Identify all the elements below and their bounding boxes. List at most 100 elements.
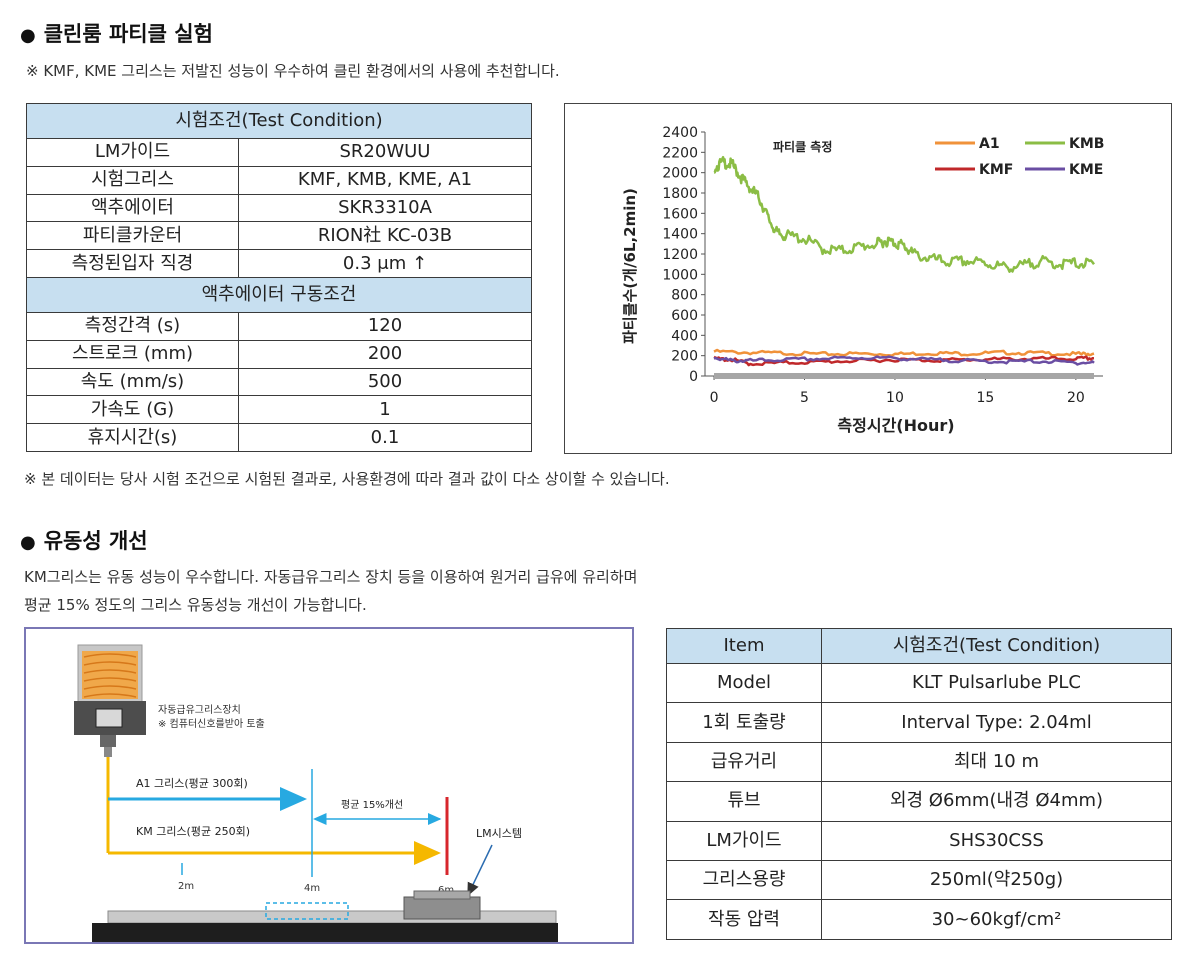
chart-x-axis-label: 측정시간(Hour) (837, 416, 954, 435)
particle-chart-svg: 0200400600800100012001400160018002000220… (621, 125, 1104, 435)
y-tick-label: 2200 (662, 145, 698, 161)
table-row: 1회 토출량 Interval Type: 2.04ml (666, 702, 1172, 743)
km-grease-label: KM 그리스(평균 250회) (136, 825, 250, 838)
x-tick-label: 5 (800, 390, 809, 406)
cell-label: 시험그리스 (26, 165, 239, 195)
section-flow-title: ● 유동성 개선 (20, 529, 148, 553)
y-tick-label: 0 (689, 369, 698, 385)
particle-chart: 0 200 400 600 800 1000 1200 1400 1600 1800 2000 220… (564, 103, 1172, 454)
cell-label: 액추에이터 (26, 193, 239, 223)
table-row: 측정간격 (s) 120 (26, 311, 532, 341)
y-tick-label: 200 (671, 349, 698, 365)
cell-value: 200 (238, 339, 532, 369)
cell-label: 그리스용량 (666, 859, 822, 901)
cell-value: KLT Pulsarlube PLC (821, 662, 1172, 704)
table-row: 측정된입자 직경 0.3 μm ↑ (26, 249, 532, 278)
section-particle-title: ● 클린룸 파티클 실험 (20, 22, 213, 46)
y-tick-label: 2400 (662, 125, 698, 141)
cell-label: 작동 압력 (666, 899, 822, 940)
device-note: ※ 컴퓨터신호를받아 토출 (158, 718, 265, 730)
table-row: 가속도 (G) 1 (26, 395, 532, 425)
table-header-condition: 시험조건(Test Condition) (821, 628, 1172, 664)
table-row: 스트로크 (mm) 200 (26, 339, 532, 369)
lm-rail-icon (92, 890, 558, 942)
cell-value: 1 (238, 395, 532, 425)
series-line-kmf (713, 355, 1095, 367)
table-header-item: Item (666, 628, 822, 664)
legend-label: KME (1069, 162, 1103, 178)
cell-value: 250ml(약250g) (821, 859, 1172, 901)
section-particle-description: ※ KMF, KME 그리스는 저발진 성능이 우수하여 클린 환경에서의 사용… (26, 62, 560, 80)
y-tick-label: 1600 (662, 206, 698, 222)
cell-value: 최대 10 m (821, 741, 1172, 783)
table-row: 작동 압력 30~60kgf/cm² (666, 899, 1172, 940)
table-row: Model KLT Pulsarlube PLC (666, 662, 1172, 704)
cell-value: SHS30CSS (821, 820, 1172, 861)
cell-label: LM가이드 (666, 820, 822, 861)
legend-label: KMB (1069, 136, 1104, 152)
cell-label: 측정간격 (s) (26, 311, 239, 341)
lubricator-device-icon (74, 644, 146, 757)
test-condition-table: 시험조건(Test Condition) LM가이드 SR20WUU 시험그리스 K… (26, 103, 532, 452)
cell-value: 0.1 (238, 423, 532, 452)
cell-label: 측정된입자 직경 (26, 249, 239, 278)
bullet-icon: ● (20, 532, 36, 553)
y-tick-label: 600 (671, 308, 698, 324)
table-header: 시험조건(Test Condition) (26, 103, 532, 139)
cell-value: SR20WUU (238, 138, 532, 167)
series-line-kme (713, 355, 1095, 366)
improvement-label: 평균 15%개선 (341, 799, 403, 811)
cell-value: 500 (238, 367, 532, 397)
y-tick-label: 1000 (662, 267, 698, 283)
cell-label: Model (666, 662, 822, 704)
table-row: LM가이드 SHS30CSS (666, 820, 1172, 861)
table-row: 파티클카운터 RION社 KC-03B (26, 221, 532, 251)
cell-label: 튜브 (666, 781, 822, 822)
x-tick-label: 0 (710, 390, 719, 406)
table-row: LM가이드 SR20WUU (26, 138, 532, 167)
table-row: 액추에이터 SKR3310A (26, 193, 532, 223)
series-line-a1 (713, 348, 1095, 357)
legend-label: A1 (979, 136, 1000, 152)
table-row: 시험그리스 KMF, KMB, KME, A1 (26, 165, 532, 195)
cell-value: RION社 KC-03B (238, 221, 532, 251)
grease-flow-diagram: 자동급유그리스장치 ※ 컴퓨터신호를받아 토출 A1 그리스(평균 300회) … (24, 627, 634, 944)
table-row: 급유거리 최대 10 m (666, 741, 1172, 783)
cell-value: Interval Type: 2.04ml (821, 702, 1172, 743)
cell-label: 가속도 (G) (26, 395, 239, 425)
lm-pointer-arrow (467, 844, 493, 897)
cell-label: 급유거리 (666, 741, 822, 783)
cell-value: KMF, KMB, KME, A1 (238, 165, 532, 195)
cell-label: 파티클카운터 (26, 221, 239, 251)
chart-title: 파티클 측정 (773, 139, 832, 154)
lm-system-label: LM시스템 (476, 827, 522, 840)
flow-description-line2: 평균 15% 정도의 그리스 유동성능 개선이 가능합니다. (24, 596, 367, 614)
table-row: 그리스용량 250ml(약250g) (666, 859, 1172, 901)
cell-label: 스트로크 (mm) (26, 339, 239, 369)
chart-y-axis-label: 파티클수(개/6L,2min) (621, 188, 639, 344)
y-tick-label: 1400 (662, 227, 698, 243)
cell-label: 1회 토출량 (666, 702, 822, 743)
table-row: 휴지시간(s) 0.1 (26, 423, 532, 452)
series-line-kmb (713, 155, 1095, 273)
table-row: 속도 (mm/s) 500 (26, 367, 532, 397)
cell-label: 휴지시간(s) (26, 423, 239, 452)
bullet-icon: ● (20, 25, 36, 46)
flow-description-line1: KM그리스는 유동 성능이 우수합니다. 자동급유그리스 장치 등을 이용하여 … (24, 568, 638, 586)
cell-label: 속도 (mm/s) (26, 367, 239, 397)
flow-test-table: Item 시험조건(Test Condition) Model KLT Pulsar… (666, 628, 1172, 940)
table-row: 튜브 외경 Ø6mm(내경 Ø4mm) (666, 781, 1172, 822)
distance-2m: 2m (178, 881, 194, 892)
y-tick-label: 800 (671, 288, 698, 304)
grease-flow-diagram-svg: 자동급유그리스장치 ※ 컴퓨터신호를받아 토출 A1 그리스(평균 300회) … (74, 644, 558, 942)
cell-value: 외경 Ø6mm(내경 Ø4mm) (821, 781, 1172, 822)
y-tick-label: 400 (671, 328, 698, 344)
y-tick-label: 1800 (662, 186, 698, 202)
cell-value: 120 (238, 311, 532, 341)
cell-label: LM가이드 (26, 138, 239, 167)
cell-value: SKR3310A (238, 193, 532, 223)
data-disclaimer: ※ 본 데이터는 당사 시험 조건으로 시험된 결과로, 사용환경에 따라 결과… (24, 470, 670, 488)
x-tick-label: 10 (886, 390, 904, 406)
cell-value: 0.3 μm ↑ (238, 249, 532, 278)
a1-grease-label: A1 그리스(평균 300회) (136, 777, 248, 790)
